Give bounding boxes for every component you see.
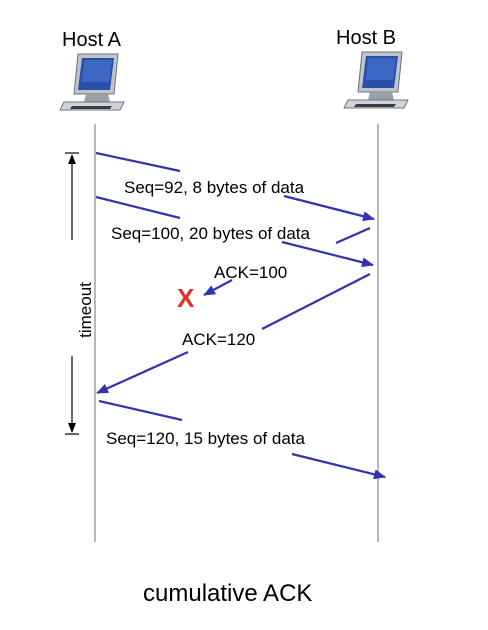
host-b-computer-icon — [343, 51, 409, 109]
host-a-computer-icon — [59, 53, 125, 111]
ack120-arrow — [96, 273, 371, 395]
host-a-label: Host A — [62, 29, 121, 51]
seq92-label: Seq=92, 8 bytes of data — [124, 178, 305, 197]
ack100-arrow — [203, 226, 371, 296]
ack100-label: ACK=100 — [214, 263, 288, 282]
ack120-label: ACK=120 — [182, 330, 256, 349]
seq120-label: Seq=120, 15 bytes of data — [106, 429, 305, 448]
segment-seq100-arrow — [95, 195, 374, 268]
packet-loss-marker: X — [177, 283, 195, 313]
host-b-label: Host B — [336, 27, 397, 49]
seq100-label: Seq=100, 20 bytes of data — [111, 224, 310, 243]
diagram-caption: cumulative ACK — [143, 580, 313, 607]
timeout-label: timeout — [76, 282, 95, 338]
segment-seq92-arrow — [95, 151, 375, 222]
timeout-bracket — [65, 152, 79, 435]
segment-seq120-arrow — [98, 399, 386, 480]
